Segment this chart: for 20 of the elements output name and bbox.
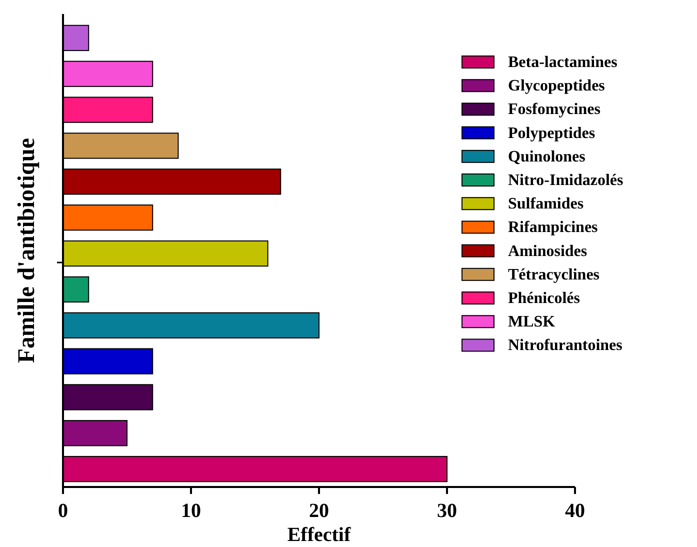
legend-label: Phénicolés — [508, 290, 580, 307]
x-axis-title: Effectif — [287, 524, 351, 546]
x-tick-label: 30 — [437, 500, 457, 522]
legend-label: Beta-lactamines — [508, 54, 618, 71]
legend-label: Aminosides — [508, 242, 588, 260]
legend-label: Nitro-Imidazolés — [508, 172, 624, 189]
x-tick-label: 10 — [181, 500, 201, 522]
x-tick-label: 20 — [309, 500, 329, 522]
legend-label: Sulfamides — [508, 196, 584, 213]
legend-label: Quinolones — [508, 148, 586, 166]
x-tick-label: 0 — [58, 500, 68, 522]
legend-label: Fosfomycines — [508, 101, 600, 118]
legend-label: MLSK — [508, 314, 556, 331]
legend-label: Polypeptides — [508, 124, 596, 142]
legend-label: Rifampicines — [508, 219, 598, 236]
legend-label: Glycopeptides — [508, 78, 605, 95]
legend-label: Tétracyclines — [508, 266, 600, 284]
y-axis-title: Famille d'antibiotique — [14, 136, 40, 363]
legend-label: Nitrofurantoines — [508, 337, 622, 354]
x-tick-label: 40 — [565, 500, 585, 522]
